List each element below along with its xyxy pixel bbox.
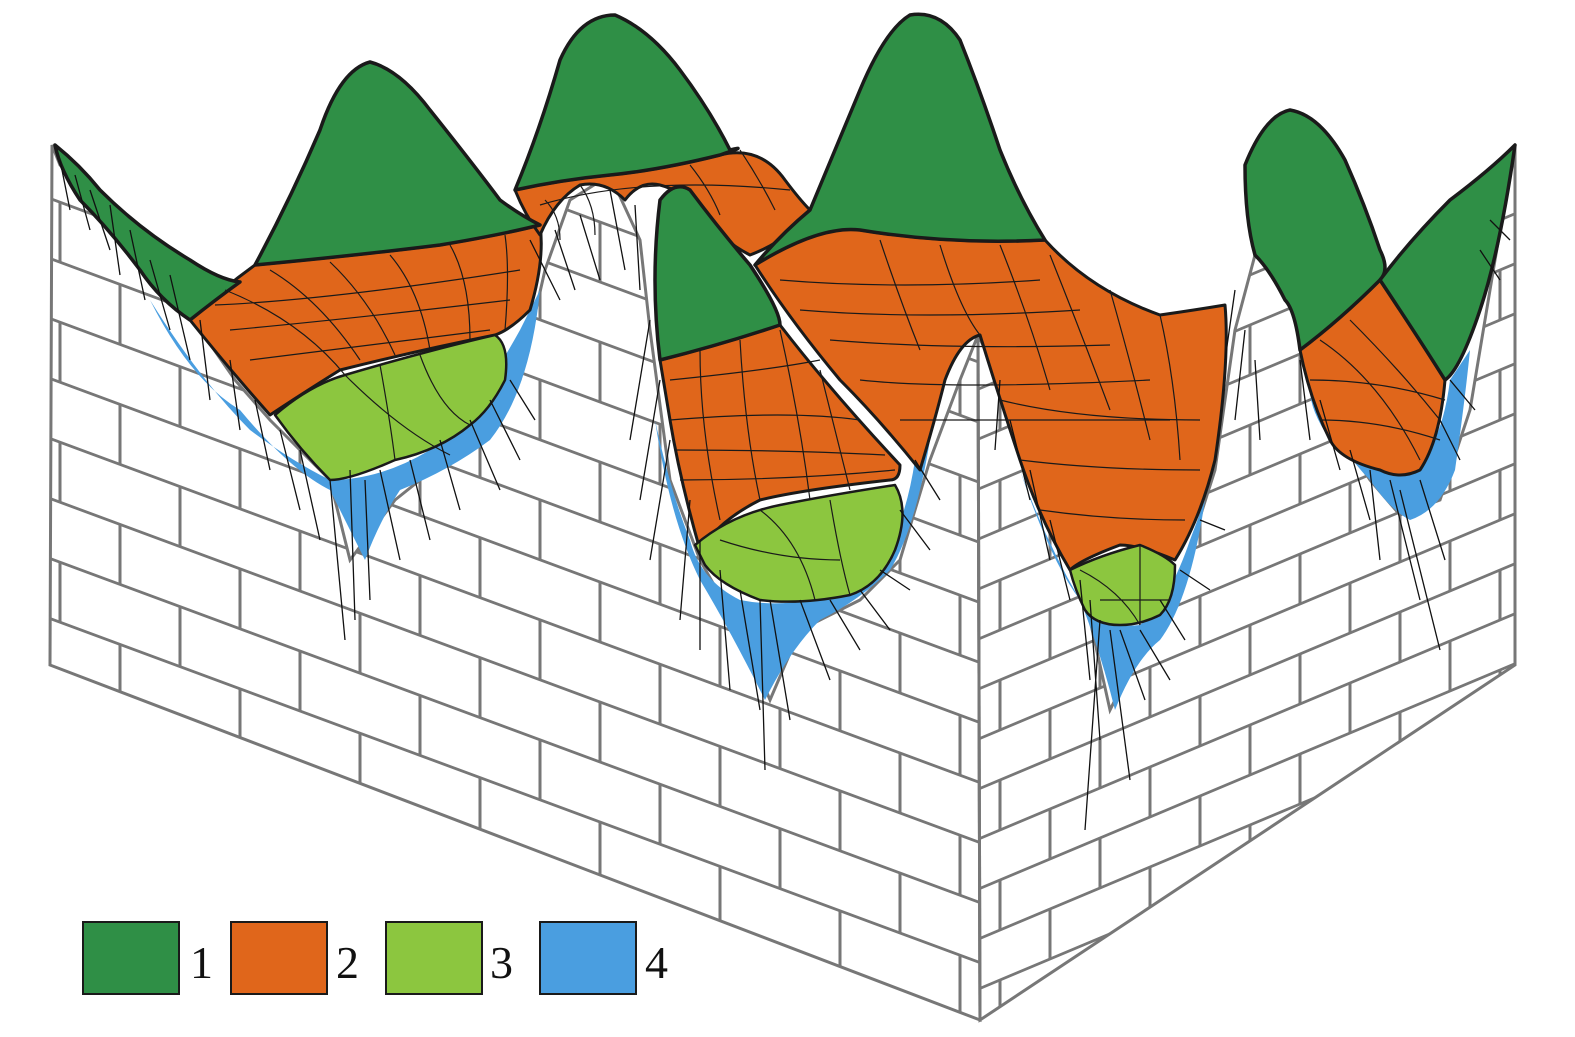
legend-label-3: 3 bbox=[490, 937, 513, 988]
legend-swatch-1 bbox=[82, 921, 180, 995]
block-corner-edge bbox=[976, 334, 982, 1021]
legend-item-4: 4 bbox=[539, 921, 668, 995]
legend-item-1: 1 bbox=[82, 921, 213, 995]
layer-1-region bbox=[53, 12, 1517, 382]
bedrock-left-face bbox=[48, 144, 982, 1023]
legend-swatch-2 bbox=[230, 921, 328, 995]
legend-label-4: 4 bbox=[645, 937, 668, 988]
legend-item-3: 3 bbox=[385, 921, 513, 995]
surface-grid bbox=[214, 149, 1446, 626]
legend-swatch-4 bbox=[539, 921, 637, 995]
legend-swatch-3 bbox=[385, 921, 483, 995]
legend-label-1: 1 bbox=[190, 937, 213, 988]
legend: 1 2 3 4 bbox=[82, 921, 668, 995]
root-lines bbox=[59, 159, 1511, 831]
layer-3-region bbox=[273, 333, 1177, 627]
legend-label-2: 2 bbox=[336, 937, 359, 988]
legend-item-2: 2 bbox=[230, 921, 359, 995]
